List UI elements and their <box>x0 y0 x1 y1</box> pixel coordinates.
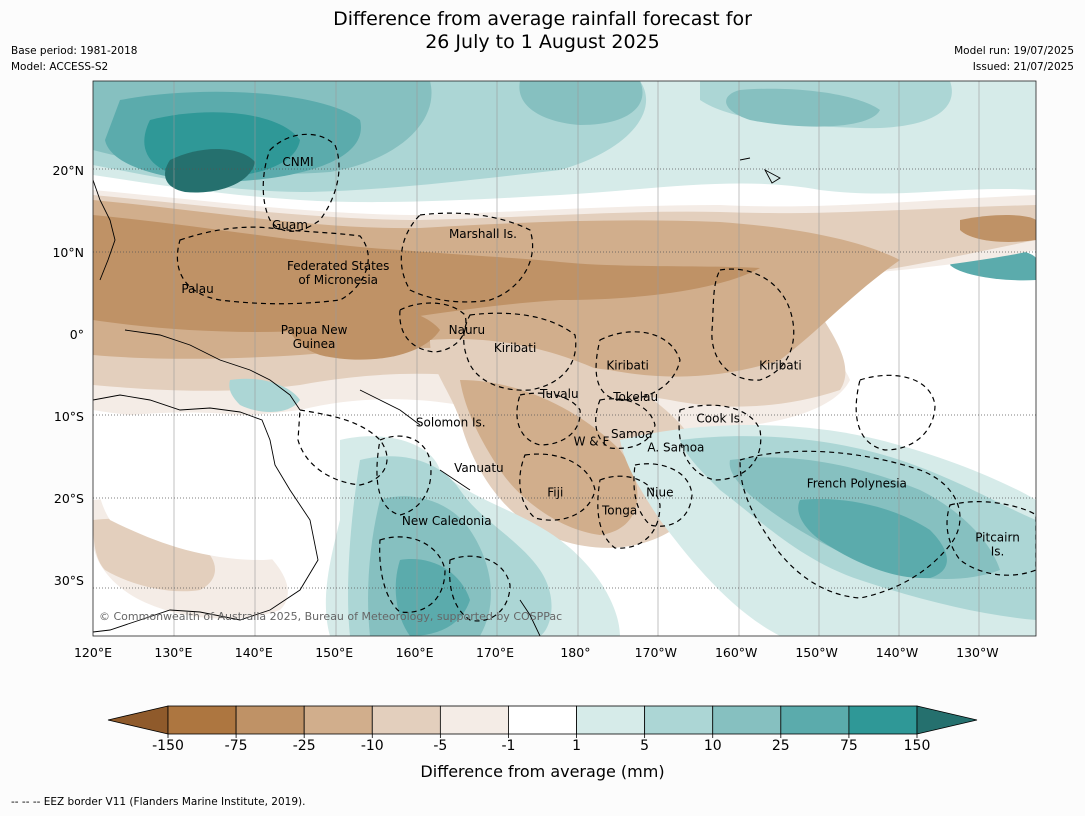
place-label: Guam <box>272 218 308 232</box>
longitude-tick-label: 160°E <box>396 645 434 660</box>
place-label: Pitcairn <box>975 530 1020 544</box>
latitude-tick-label: 0° <box>70 327 84 342</box>
meta-left: Base period: 1981-2018 Model: ACCESS-S2 <box>11 43 137 75</box>
place-label: W & F <box>574 435 610 449</box>
longitude-labels: 120°E 130°E 140°E 150°E 160°E 170°E 180° 170°W 1… <box>74 645 999 660</box>
place-label: Federated States <box>287 259 389 273</box>
place-label: Nauru <box>449 323 485 337</box>
copyright-notice: © Commonwealth of Australia 2025, Bureau… <box>99 610 562 623</box>
place-label: of Micronesia <box>298 273 378 287</box>
title-line-2: 26 July to 1 August 2025 <box>425 31 660 53</box>
colorbar-swatch <box>508 705 577 735</box>
coastlines <box>93 157 781 636</box>
longitude-tick-label: 180° <box>560 645 590 660</box>
colorbar: -150 -75 -25 -10 -5 -1 1 5 10 25 75 150 <box>107 705 978 754</box>
longitude-tick-label: 170°W <box>635 645 677 660</box>
place-label: Marshall Is. <box>449 227 517 241</box>
place-label: Kiribati <box>759 358 801 372</box>
place-label: Tonga <box>601 503 637 517</box>
place-label: Cook Is. <box>696 412 743 426</box>
longitude-tick-label: 150°W <box>795 645 837 660</box>
colorbar-swatch <box>712 705 782 735</box>
colorbar-tick-label: -1 <box>501 738 515 754</box>
colorbar-swatch <box>644 705 714 735</box>
place-label: Is. <box>991 544 1005 558</box>
colorbar-swatch <box>167 705 237 735</box>
model-run: Model run: 19/07/2025 <box>954 45 1074 57</box>
colorbar-tick-label: 25 <box>772 738 790 754</box>
longitude-tick-label: 120°E <box>74 645 112 660</box>
colorbar-tick-label: -10 <box>361 738 384 754</box>
model-name: Model: ACCESS-S2 <box>11 61 109 73</box>
longitude-tick-label: 160°W <box>715 645 757 660</box>
place-label: New Caledonia <box>402 514 492 528</box>
eez-borders <box>176 133 1036 622</box>
longitude-tick-label: 170°E <box>476 645 514 660</box>
latitude-labels: 20°N 10°N 0° 10°S 20°S 30°S <box>52 163 84 588</box>
issued-date: Issued: 21/07/2025 <box>972 61 1074 73</box>
colorbar-tick-label: 5 <box>640 738 649 754</box>
map-title: Difference from average rainfall forecas… <box>0 8 1085 54</box>
place-label: Samoa <box>611 427 652 441</box>
place-label: Tuvalu <box>539 387 579 401</box>
colorbar-swatch <box>576 705 646 735</box>
colorbar-min-extension <box>107 705 169 735</box>
latitude-tick-label: 20°N <box>52 163 84 178</box>
colorbar-tick-label: -5 <box>433 738 447 754</box>
place-label: Guinea <box>293 337 336 351</box>
longitude-tick-label: 130°W <box>956 645 998 660</box>
latitude-tick-label: 10°S <box>54 409 84 424</box>
place-label: CNMI <box>282 155 313 169</box>
colorbar-tick-label: 10 <box>704 738 722 754</box>
colorbar-tick-label: -150 <box>152 738 184 754</box>
title-line-1: Difference from average rainfall forecas… <box>333 8 752 30</box>
latitude-tick-label: 10°N <box>52 245 84 260</box>
place-label: Kiribati <box>494 341 536 355</box>
colorbar-swatch <box>371 705 441 735</box>
colorbar-label: Difference from average (mm) <box>420 762 665 781</box>
longitude-tick-label: 150°E <box>315 645 353 660</box>
place-label: Papua New <box>281 323 348 337</box>
latitude-tick-label: 30°S <box>54 573 84 588</box>
colorbar-swatch <box>235 705 305 735</box>
rainfall-field <box>93 81 1036 636</box>
longitude-tick-label: 130°E <box>154 645 192 660</box>
colorbar-swatch <box>848 705 918 735</box>
place-label: Niue <box>646 485 673 499</box>
place-label: French Polynesia <box>807 476 907 490</box>
place-label: Vanuatu <box>454 461 504 475</box>
meta-right: Model run: 19/07/2025 Issued: 21/07/2025 <box>954 43 1074 75</box>
place-label: A. Samoa <box>647 440 704 454</box>
colorbar-swatch <box>439 705 509 735</box>
latitude-tick-label: 20°S <box>54 491 84 506</box>
colorbar-tick-label: 1 <box>572 738 581 754</box>
place-label: Solomon Is. <box>416 416 486 430</box>
colorbar-tick-label: -75 <box>225 738 248 754</box>
base-period: Base period: 1981-2018 <box>11 45 138 57</box>
longitude-tick-label: 140°E <box>235 645 273 660</box>
colorbar-swatch <box>303 705 373 735</box>
colorbar-tick-label: 75 <box>840 738 858 754</box>
graticule <box>173 81 980 636</box>
place-label: Palau <box>181 282 213 296</box>
eez-footer-note: -- -- -- EEZ border V11 (Flanders Marine… <box>11 796 306 808</box>
colorbar-swatch <box>780 705 850 735</box>
colorbar-tick-label: 150 <box>904 738 931 754</box>
place-label: Fiji <box>547 485 563 499</box>
place-label: Tokelau <box>612 390 658 404</box>
place-label: Kiribati <box>606 358 648 372</box>
colorbar-max-extension <box>916 705 978 735</box>
longitude-tick-label: 140°W <box>876 645 918 660</box>
colorbar-tick-label: -25 <box>293 738 316 754</box>
